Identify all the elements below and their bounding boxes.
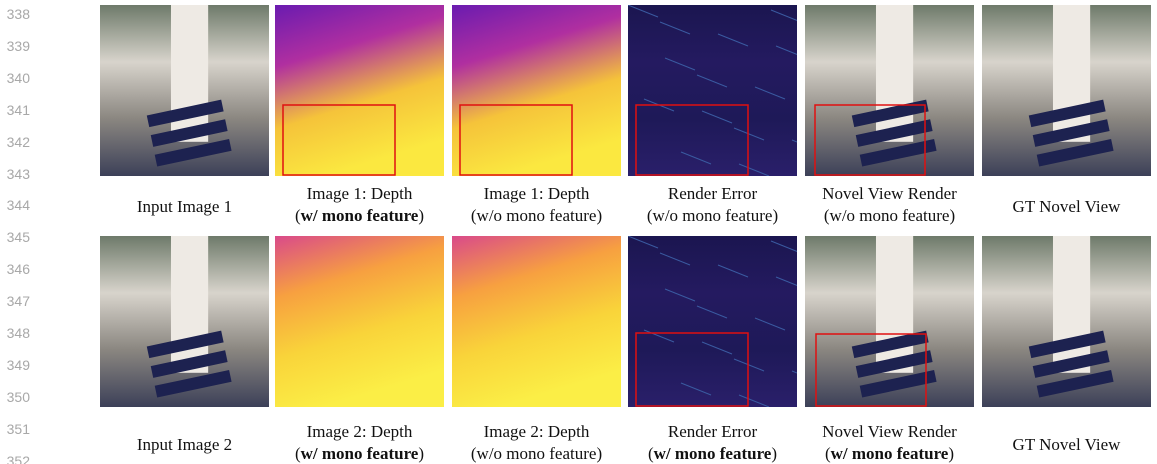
caption-line: GT Novel View <box>977 196 1157 218</box>
caption-text: ) <box>418 444 424 463</box>
line-number: 339 <box>0 38 30 54</box>
line-number: 342 <box>0 134 30 150</box>
caption: GT Novel View <box>977 196 1157 218</box>
image <box>275 5 444 176</box>
image <box>805 236 974 407</box>
caption-bold: w/ mono feature <box>831 444 949 463</box>
caption-line: Image 1: Depth <box>447 183 627 205</box>
caption-line: GT Novel View <box>977 434 1157 456</box>
image <box>982 236 1151 407</box>
image <box>452 236 621 407</box>
image-fill <box>275 236 444 407</box>
line-number: 352 <box>0 453 30 464</box>
line-number: 343 <box>0 166 30 182</box>
caption-bold: w/ mono feature <box>301 206 419 225</box>
image <box>275 236 444 407</box>
caption-line: Novel View Render <box>800 183 980 205</box>
caption-line: Image 1: Depth <box>270 183 450 205</box>
caption-text: Input Image 2 <box>137 435 232 454</box>
caption-text: Input Image 1 <box>137 197 232 216</box>
caption: GT Novel View <box>977 434 1157 456</box>
image <box>100 5 269 176</box>
caption-text: (w/o mono feature) <box>471 444 602 463</box>
caption-text: Novel View Render <box>822 422 957 441</box>
image <box>628 5 797 176</box>
caption-line: (w/ mono feature) <box>270 205 450 227</box>
figure: 338 339 340 341 342 343 344 345 346 347 348 349 350 3… <box>0 0 1157 464</box>
caption-line: Render Error <box>623 183 803 205</box>
caption-text: ) <box>771 444 777 463</box>
line-number: 347 <box>0 293 30 309</box>
caption: Novel View Render (w/ mono feature) <box>800 421 980 464</box>
caption-text: (w/o mono feature) <box>647 206 778 225</box>
image-fill <box>628 236 797 407</box>
caption: Render Error (w/o mono feature) <box>623 183 803 227</box>
caption: Image 2: Depth (w/ mono feature) <box>270 421 450 464</box>
caption: Render Error (w/ mono feature) <box>623 421 803 464</box>
line-number: 348 <box>0 325 30 341</box>
image <box>100 236 269 407</box>
caption-text: Image 2: Depth <box>484 422 590 441</box>
caption-line: Render Error <box>623 421 803 443</box>
line-number: 344 <box>0 197 30 213</box>
caption-text: GT Novel View <box>1013 435 1121 454</box>
caption: Input Image 2 <box>95 434 275 456</box>
caption: Image 2: Depth (w/o mono feature) <box>447 421 627 464</box>
line-number: 338 <box>0 6 30 22</box>
caption: Input Image 1 <box>95 196 275 218</box>
image <box>628 236 797 407</box>
caption-line: Image 2: Depth <box>447 421 627 443</box>
caption-line: (w/ mono feature) <box>270 443 450 464</box>
caption-text: Render Error <box>668 184 757 203</box>
image-fill <box>628 5 797 176</box>
caption-text: Image 1: Depth <box>307 184 413 203</box>
caption: Image 1: Depth (w/o mono feature) <box>447 183 627 227</box>
image-fill <box>452 236 621 407</box>
caption-line: Novel View Render <box>800 421 980 443</box>
line-number: 340 <box>0 70 30 86</box>
line-number: 349 <box>0 357 30 373</box>
caption-line: Input Image 1 <box>95 196 275 218</box>
caption-line: Image 2: Depth <box>270 421 450 443</box>
caption-text: Image 1: Depth <box>484 184 590 203</box>
caption-text: (w/o mono feature) <box>471 206 602 225</box>
caption-text: ) <box>948 444 954 463</box>
caption-line: (w/ mono feature) <box>800 443 980 464</box>
line-number: 350 <box>0 389 30 405</box>
line-number: 345 <box>0 229 30 245</box>
image-fill <box>452 5 621 176</box>
caption-line: Input Image 2 <box>95 434 275 456</box>
caption-line: (w/ mono feature) <box>623 443 803 464</box>
caption-line: (w/o mono feature) <box>447 443 627 464</box>
image <box>982 5 1151 176</box>
image-fill <box>275 5 444 176</box>
line-number: 341 <box>0 102 30 118</box>
caption-text: ) <box>418 206 424 225</box>
image <box>452 5 621 176</box>
caption: Image 1: Depth (w/ mono feature) <box>270 183 450 227</box>
line-number: 346 <box>0 261 30 277</box>
caption-text: Novel View Render <box>822 184 957 203</box>
caption-text: (w/o mono feature) <box>824 206 955 225</box>
caption: Novel View Render (w/o mono feature) <box>800 183 980 227</box>
caption-line: (w/o mono feature) <box>623 205 803 227</box>
caption-text: Render Error <box>668 422 757 441</box>
caption-line: (w/o mono feature) <box>447 205 627 227</box>
image <box>805 5 974 176</box>
caption-bold: w/ mono feature <box>301 444 419 463</box>
caption-text: GT Novel View <box>1013 197 1121 216</box>
line-number: 351 <box>0 421 30 437</box>
caption-text: Image 2: Depth <box>307 422 413 441</box>
caption-line: (w/o mono feature) <box>800 205 980 227</box>
caption-bold: w/ mono feature <box>654 444 772 463</box>
